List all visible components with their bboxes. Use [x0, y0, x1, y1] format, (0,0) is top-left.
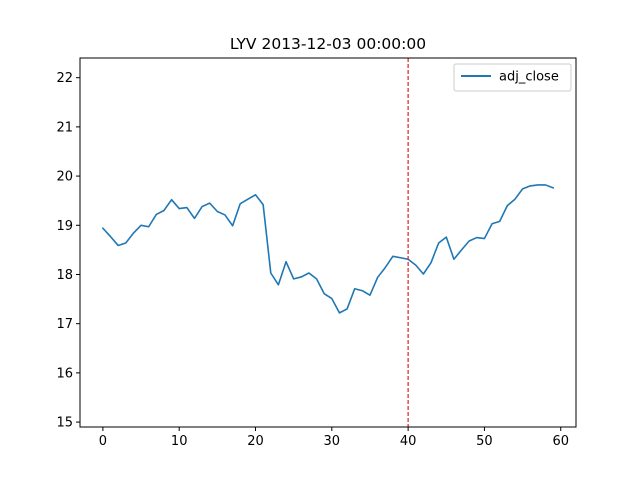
legend-box: [453, 63, 572, 92]
x-tick-label: 20: [247, 434, 264, 449]
chart-title: LYV 2013-12-03 00:00:00: [230, 35, 426, 53]
y-tick-label: 18: [56, 268, 73, 283]
y-tick-label: 21: [56, 120, 73, 135]
x-tick-label: 60: [552, 434, 569, 449]
x-tick-label: 10: [171, 434, 188, 449]
x-tick-label: 30: [324, 434, 341, 449]
plot-area: [101, 58, 555, 427]
y-tick-label: 15: [56, 416, 73, 431]
series-line-adj-close: [101, 184, 555, 314]
y-tick-label: 19: [56, 219, 73, 234]
axes: 0 10 20 30 40 50 60 15 16 17 18 19 20 21 22: [56, 57, 577, 449]
x-tick-label: 50: [476, 434, 493, 449]
x-tick-label: 40: [400, 434, 417, 449]
legend-label-adj-close: adj_close: [499, 70, 559, 85]
y-tick-label: 16: [56, 366, 73, 381]
y-tick-label: 20: [56, 170, 73, 185]
legend: adj_close: [453, 63, 572, 92]
y-tick-label: 22: [56, 71, 73, 86]
plot-frame: [79, 57, 577, 428]
x-tick-label: 0: [99, 434, 107, 449]
y-tick-label: 17: [56, 317, 73, 332]
